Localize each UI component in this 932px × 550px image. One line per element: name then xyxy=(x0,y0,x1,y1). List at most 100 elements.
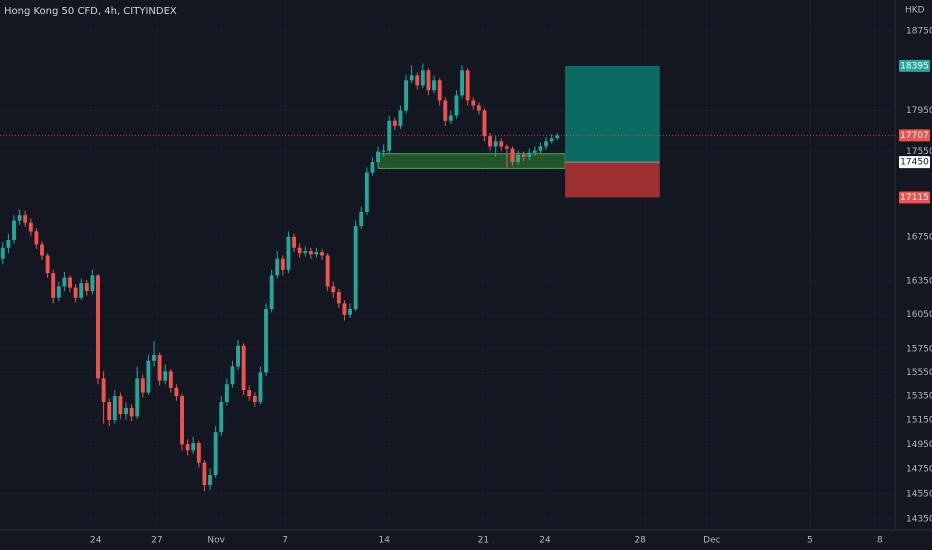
candle-body xyxy=(460,70,465,96)
candle-body xyxy=(331,286,336,293)
y-tick-label: 16750 xyxy=(906,232,932,242)
x-tick-label: 24 xyxy=(539,536,551,546)
price-tag-label: 17707 xyxy=(900,131,929,141)
candle-body xyxy=(527,152,532,157)
candle-body xyxy=(236,345,240,367)
y-tick-label: 15350 xyxy=(906,392,932,402)
candle-body xyxy=(476,105,481,111)
candle-body xyxy=(247,390,252,397)
price-tag-label: 17450 xyxy=(900,158,929,168)
candle-body xyxy=(157,354,162,381)
candle-body xyxy=(555,135,560,139)
candle-body xyxy=(219,402,224,433)
candle-body xyxy=(40,244,44,256)
candle-body xyxy=(269,275,274,310)
candle-body xyxy=(196,443,201,463)
x-tick-label: 24 xyxy=(90,536,102,546)
candle-body xyxy=(303,251,308,254)
y-tick-label: 15550 xyxy=(906,368,932,378)
candle-body xyxy=(488,136,493,147)
candle-body xyxy=(6,240,11,248)
candle-body xyxy=(51,273,56,298)
y-tick-label: 14350 xyxy=(906,515,932,525)
candle-body xyxy=(185,444,190,451)
candle-body xyxy=(68,277,72,288)
zone xyxy=(377,153,566,169)
candle-body xyxy=(12,220,16,241)
candle-body xyxy=(163,371,168,381)
candle-body xyxy=(415,75,420,86)
candle-body xyxy=(84,283,89,291)
candle-body xyxy=(79,283,84,298)
y-tick-label: 17950 xyxy=(906,106,932,116)
x-tick-label: 14 xyxy=(378,536,390,546)
candle-body xyxy=(101,378,106,403)
y-tick-label: 16350 xyxy=(906,276,932,286)
candle-body xyxy=(499,141,504,147)
candle-body xyxy=(348,309,353,315)
candle-body xyxy=(258,372,263,403)
candle-body xyxy=(544,141,549,147)
candle-body xyxy=(135,378,140,417)
x-tick-label: 8 xyxy=(877,536,883,546)
candle-body xyxy=(308,251,313,255)
x-tick-label: 21 xyxy=(478,536,489,546)
candle-body xyxy=(521,154,526,157)
candle-body xyxy=(437,80,442,101)
price-tag-label: 18395 xyxy=(900,61,929,71)
candle-body xyxy=(325,255,330,287)
x-tick-label: 5 xyxy=(807,536,813,546)
candle-body xyxy=(292,236,296,248)
x-tick-label: Dec xyxy=(703,536,720,546)
candle-body xyxy=(180,396,184,445)
price-tag xyxy=(899,129,930,142)
candle-body xyxy=(241,345,246,391)
price-tag-label: 17115 xyxy=(900,193,929,203)
candle-body xyxy=(286,236,291,270)
price-tag xyxy=(899,59,930,72)
axes: 18750 17950 17550 16750 16350 16050 15750 15550… xyxy=(90,26,932,545)
candle-body xyxy=(538,146,543,151)
candle-body xyxy=(191,443,196,451)
candle-body xyxy=(493,141,498,147)
candle-body xyxy=(230,366,235,385)
x-tick-label: 27 xyxy=(151,536,162,546)
candle-body xyxy=(140,378,145,393)
y-tick-label: 18750 xyxy=(906,26,932,36)
candle-body xyxy=(482,110,487,137)
candle-body xyxy=(45,255,50,274)
y-tick-label: 15750 xyxy=(906,345,932,355)
candle-body xyxy=(353,225,358,310)
candle-body xyxy=(392,120,397,126)
grid xyxy=(0,0,895,530)
candle-body xyxy=(34,231,39,245)
candle-body xyxy=(208,475,212,486)
candle-body xyxy=(124,408,128,415)
candle-body xyxy=(448,115,453,121)
candle-body xyxy=(23,215,28,223)
candle-body xyxy=(549,138,554,142)
candle-body xyxy=(465,70,470,101)
candle-body xyxy=(314,252,319,255)
candle-body xyxy=(432,80,437,91)
candle-body xyxy=(381,150,386,152)
y-tick-label: 14550 xyxy=(906,489,932,499)
currency-label: HKD xyxy=(905,6,925,16)
y-tick-label: 17550 xyxy=(906,147,932,157)
candle-body xyxy=(409,75,414,81)
loss-zone xyxy=(565,162,660,198)
candle-body xyxy=(202,462,207,486)
candle-body xyxy=(224,384,229,403)
candle-body xyxy=(264,309,268,373)
profit-zone xyxy=(565,65,660,163)
price-tag xyxy=(899,191,930,204)
candle-body xyxy=(96,275,100,379)
candle-body xyxy=(146,360,151,393)
candle-body xyxy=(280,258,285,270)
plot xyxy=(0,63,895,492)
candle-body xyxy=(426,70,431,91)
candle-body xyxy=(73,287,78,298)
candle-body xyxy=(118,396,123,415)
candle-body xyxy=(370,162,375,173)
